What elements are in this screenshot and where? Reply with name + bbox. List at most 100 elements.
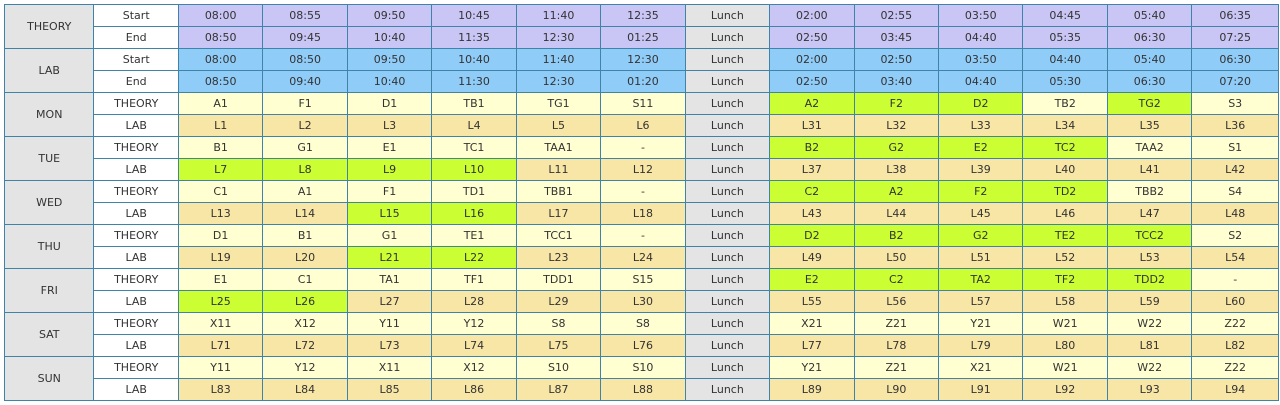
theory-slot-cell[interactable]: C1: [177, 180, 264, 203]
theory-slot-cell[interactable]: F1: [346, 180, 433, 203]
theory-slot-cell[interactable]: Y12: [262, 356, 348, 379]
theory-slot-cell[interactable]: TBB1: [515, 180, 602, 203]
theory-slot-cell[interactable]: S8: [600, 312, 686, 335]
theory-slot-cell[interactable]: S11: [600, 92, 686, 115]
theory-slot-cell[interactable]: TCC2: [1106, 224, 1193, 247]
lab-slot-cell[interactable]: L59: [1106, 290, 1193, 313]
lab-slot-cell[interactable]: L28: [431, 290, 517, 313]
lab-slot-cell[interactable]: L25: [177, 290, 264, 313]
theory-slot-cell[interactable]: S4: [1191, 180, 1279, 203]
lab-slot-cell[interactable]: L82: [1191, 334, 1279, 357]
lab-slot-cell[interactable]: L32: [853, 114, 940, 137]
lab-slot-cell[interactable]: L10: [431, 158, 517, 181]
lab-slot-cell[interactable]: L3: [346, 114, 433, 137]
theory-slot-cell[interactable]: TF1: [431, 268, 517, 291]
theory-slot-cell[interactable]: F1: [262, 92, 348, 115]
lab-slot-cell[interactable]: L73: [346, 334, 433, 357]
theory-slot-cell[interactable]: C2: [769, 180, 855, 203]
theory-slot-cell[interactable]: Y12: [431, 312, 517, 335]
theory-slot-cell[interactable]: D2: [769, 224, 855, 247]
lab-slot-cell[interactable]: L54: [1191, 246, 1279, 269]
theory-slot-cell[interactable]: Z21: [853, 312, 940, 335]
theory-slot-cell[interactable]: S10: [515, 356, 602, 379]
theory-slot-cell[interactable]: S15: [600, 268, 686, 291]
theory-slot-cell[interactable]: B1: [177, 136, 264, 159]
theory-slot-cell[interactable]: E2: [769, 268, 855, 291]
theory-slot-cell[interactable]: A1: [262, 180, 348, 203]
theory-slot-cell[interactable]: X12: [262, 312, 348, 335]
lab-slot-cell[interactable]: L75: [515, 334, 602, 357]
lab-slot-cell[interactable]: L53: [1106, 246, 1193, 269]
lab-slot-cell[interactable]: L11: [515, 158, 602, 181]
lab-slot-cell[interactable]: L60: [1191, 290, 1279, 313]
theory-slot-cell[interactable]: S10: [600, 356, 686, 379]
lab-slot-cell[interactable]: L34: [1022, 114, 1108, 137]
lab-slot-cell[interactable]: L88: [600, 378, 686, 401]
theory-slot-cell[interactable]: S8: [515, 312, 602, 335]
theory-slot-cell[interactable]: W22: [1106, 312, 1193, 335]
lab-slot-cell[interactable]: L89: [769, 378, 855, 401]
lab-slot-cell[interactable]: L87: [515, 378, 602, 401]
theory-slot-cell[interactable]: Z22: [1191, 312, 1279, 335]
theory-slot-cell[interactable]: TD2: [1022, 180, 1108, 203]
theory-slot-cell[interactable]: Y11: [177, 356, 264, 379]
theory-slot-cell[interactable]: TDD2: [1106, 268, 1193, 291]
lab-slot-cell[interactable]: L31: [769, 114, 855, 137]
theory-slot-cell[interactable]: TDD1: [515, 268, 602, 291]
theory-slot-cell[interactable]: D1: [346, 92, 433, 115]
theory-slot-cell[interactable]: TC2: [1022, 136, 1108, 159]
lab-slot-cell[interactable]: L30: [600, 290, 686, 313]
lab-slot-cell[interactable]: L71: [177, 334, 264, 357]
theory-slot-cell[interactable]: TE1: [431, 224, 517, 247]
lab-slot-cell[interactable]: L2: [262, 114, 348, 137]
theory-slot-cell[interactable]: TBB2: [1106, 180, 1193, 203]
lab-slot-cell[interactable]: L93: [1106, 378, 1193, 401]
lab-slot-cell[interactable]: L42: [1191, 158, 1279, 181]
lab-slot-cell[interactable]: L16: [431, 202, 517, 225]
lab-slot-cell[interactable]: L43: [769, 202, 855, 225]
lab-slot-cell[interactable]: L21: [346, 246, 433, 269]
lab-slot-cell[interactable]: L24: [600, 246, 686, 269]
theory-slot-cell[interactable]: TCC1: [515, 224, 602, 247]
lab-slot-cell[interactable]: L49: [769, 246, 855, 269]
theory-slot-cell[interactable]: -: [600, 136, 686, 159]
theory-slot-cell[interactable]: X11: [177, 312, 264, 335]
theory-slot-cell[interactable]: X21: [769, 312, 855, 335]
lab-slot-cell[interactable]: L77: [769, 334, 855, 357]
theory-slot-cell[interactable]: X11: [346, 356, 433, 379]
theory-slot-cell[interactable]: S3: [1191, 92, 1279, 115]
lab-slot-cell[interactable]: L81: [1106, 334, 1193, 357]
theory-slot-cell[interactable]: G2: [853, 136, 940, 159]
theory-slot-cell[interactable]: Y11: [346, 312, 433, 335]
lab-slot-cell[interactable]: L1: [177, 114, 264, 137]
lab-slot-cell[interactable]: L15: [346, 202, 433, 225]
lab-slot-cell[interactable]: L48: [1191, 202, 1279, 225]
lab-slot-cell[interactable]: L27: [346, 290, 433, 313]
lab-slot-cell[interactable]: L72: [262, 334, 348, 357]
lab-slot-cell[interactable]: L17: [515, 202, 602, 225]
theory-slot-cell[interactable]: C1: [262, 268, 348, 291]
lab-slot-cell[interactable]: L52: [1022, 246, 1108, 269]
lab-slot-cell[interactable]: L6: [600, 114, 686, 137]
lab-slot-cell[interactable]: L5: [515, 114, 602, 137]
theory-slot-cell[interactable]: Z22: [1191, 356, 1279, 379]
theory-slot-cell[interactable]: G1: [346, 224, 433, 247]
lab-slot-cell[interactable]: L50: [853, 246, 940, 269]
lab-slot-cell[interactable]: L46: [1022, 202, 1108, 225]
theory-slot-cell[interactable]: Y21: [769, 356, 855, 379]
theory-slot-cell[interactable]: Z21: [853, 356, 940, 379]
theory-slot-cell[interactable]: G2: [938, 224, 1024, 247]
theory-slot-cell[interactable]: E1: [177, 268, 264, 291]
lab-slot-cell[interactable]: L12: [600, 158, 686, 181]
lab-slot-cell[interactable]: L19: [177, 246, 264, 269]
lab-slot-cell[interactable]: L9: [346, 158, 433, 181]
theory-slot-cell[interactable]: B2: [853, 224, 940, 247]
theory-slot-cell[interactable]: W21: [1022, 312, 1108, 335]
theory-slot-cell[interactable]: D1: [177, 224, 264, 247]
lab-slot-cell[interactable]: L23: [515, 246, 602, 269]
lab-slot-cell[interactable]: L91: [938, 378, 1024, 401]
lab-slot-cell[interactable]: L80: [1022, 334, 1108, 357]
lab-slot-cell[interactable]: L51: [938, 246, 1024, 269]
theory-slot-cell[interactable]: TA1: [346, 268, 433, 291]
theory-slot-cell[interactable]: TAA1: [515, 136, 602, 159]
